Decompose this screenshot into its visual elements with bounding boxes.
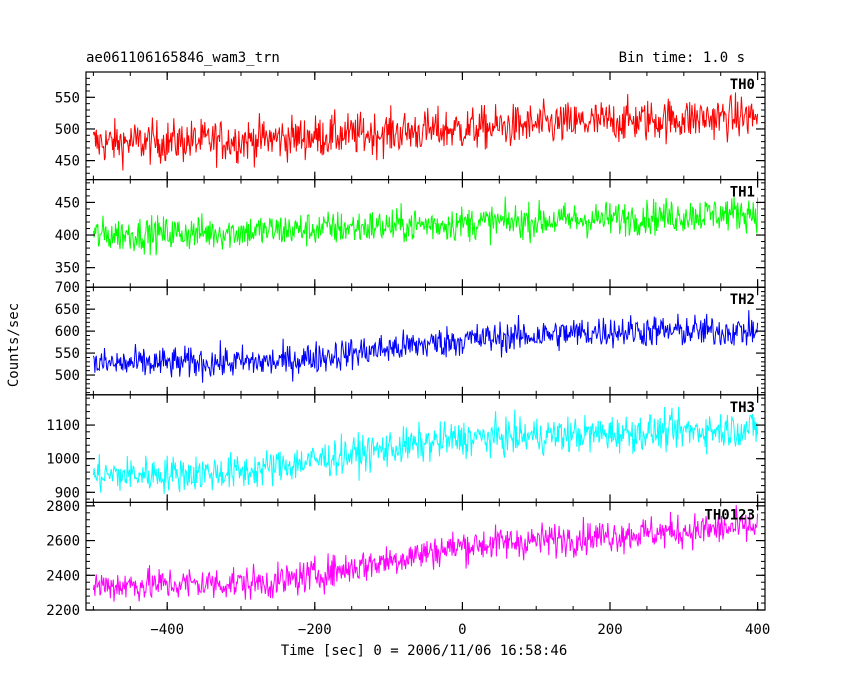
series-line-th2 [93,310,757,383]
panel-label-th1: TH1 [730,185,755,201]
panel-frame [86,395,765,503]
y-tick-label: 400 [55,228,80,244]
y-tick-label: 450 [55,154,80,170]
bin-time-label: Bin time: 1.0 s [619,50,745,66]
y-tick-label: 500 [55,368,80,384]
series-line-th1 [93,197,757,256]
y-axis-label: Counts/sec [6,303,22,387]
y-tick-label: 2400 [46,568,80,584]
series-line-th0 [93,93,757,171]
series-line-th3 [93,407,757,494]
panel-th0123: 2200 2400 2600 2800 TH0123 [46,499,765,619]
panel-label-th3: TH3 [730,400,755,416]
panel-th2: 500 550 600 650 700 TH2 [55,280,765,395]
y-tick-label: 1000 [46,452,80,468]
panel-th0: 450 500 550 TH0 [55,72,765,180]
panels-group: 450 500 550 TH0 350 400 450 TH1 500 550 600 650 700 T… [46,72,770,638]
x-tick-label: 200 [597,622,622,638]
panel-label-th0123: TH0123 [704,507,755,523]
y-tick-label: 2200 [46,603,80,619]
y-tick-label: 350 [55,261,80,277]
y-tick-label: 650 [55,302,80,318]
series-line-th0123 [93,505,757,601]
chart-title: ae061106165846_wam3_trn [86,50,280,66]
y-tick-label: 550 [55,346,80,362]
x-tick-label: −200 [298,622,332,638]
y-tick-label: 600 [55,324,80,340]
y-tick-label: 700 [55,280,80,296]
y-tick-label: 1100 [46,418,80,434]
y-tick-label: 550 [55,90,80,106]
x-axis-label: Time [sec] 0 = 2006/11/06 16:58:46 [281,643,568,659]
y-tick-label: 450 [55,195,80,211]
light-curve-chart: ae061106165846_wam3_trn Bin time: 1.0 s … [0,0,850,680]
y-tick-label: 2600 [46,534,80,550]
x-tick-label: 0 [458,622,466,638]
x-tick-label: 400 [745,622,770,638]
x-tick-label: −400 [150,622,184,638]
panel-label-th2: TH2 [730,292,755,308]
panel-th1: 350 400 450 TH1 [55,180,765,288]
panel-frame [86,287,765,395]
y-tick-label: 2800 [46,499,80,515]
panel-label-th0: TH0 [730,77,755,93]
y-tick-label: 500 [55,122,80,138]
